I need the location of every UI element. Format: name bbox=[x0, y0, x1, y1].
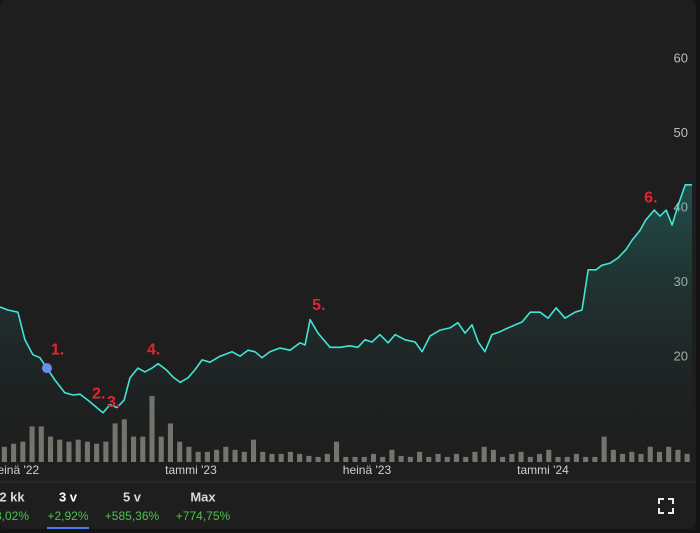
annotation: 5. bbox=[312, 297, 325, 314]
fullscreen-hit[interactable] bbox=[652, 492, 680, 520]
annotation: 3. bbox=[107, 394, 120, 411]
x-tick-label: heinä '23 bbox=[343, 463, 392, 477]
range-change: +585,36% bbox=[105, 509, 160, 523]
range-change: 8,02% bbox=[0, 509, 29, 523]
annotation: 4. bbox=[147, 341, 160, 358]
range-label: 2 kk bbox=[0, 489, 25, 504]
highlight-point bbox=[41, 363, 52, 374]
annotation: 1. bbox=[51, 341, 64, 358]
fullscreen-button[interactable] bbox=[652, 492, 680, 520]
price-line bbox=[0, 184, 692, 414]
y-tick-label: 50 bbox=[674, 125, 688, 140]
price-area bbox=[0, 184, 692, 463]
range-button[interactable]: 3 v +2,92% bbox=[38, 486, 98, 529]
annotation: 6. bbox=[644, 189, 657, 206]
annotation: 2. bbox=[92, 385, 105, 402]
range-selected-underline bbox=[47, 527, 89, 529]
x-tick-label: tammi '24 bbox=[517, 463, 569, 477]
range-change: +774,75% bbox=[176, 509, 231, 523]
range-label: 5 v bbox=[123, 489, 142, 504]
x-tick-label: heinä '22 bbox=[0, 463, 39, 477]
range-button[interactable]: Max +774,75% bbox=[173, 486, 233, 528]
y-tick-label: 60 bbox=[674, 50, 688, 65]
x-tick-label: tammi '23 bbox=[165, 463, 217, 477]
range-button[interactable]: 5 v +585,36% bbox=[102, 486, 162, 528]
range-change: +2,92% bbox=[47, 509, 88, 523]
range-label: 3 v bbox=[59, 489, 78, 504]
range-button[interactable]: 2 kk 8,02% bbox=[0, 486, 42, 528]
fullscreen-icon bbox=[658, 498, 674, 514]
range-label: Max bbox=[190, 489, 216, 504]
